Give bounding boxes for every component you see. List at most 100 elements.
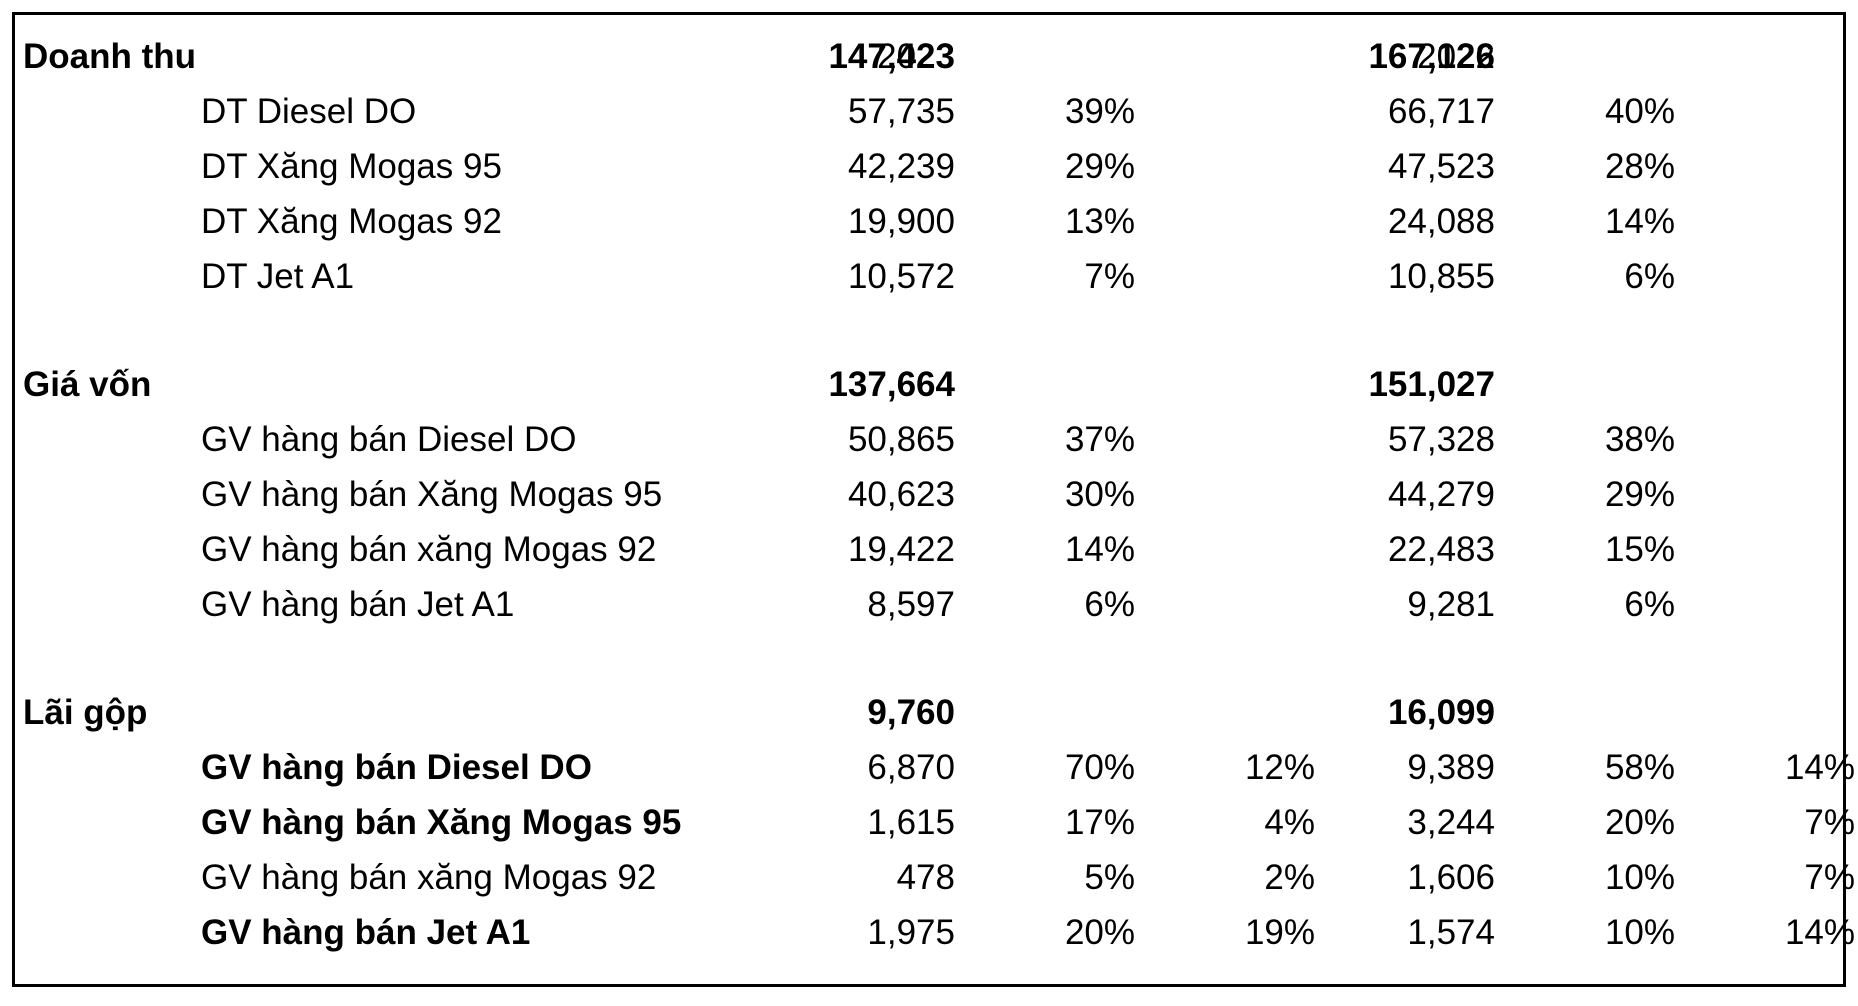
value-2022: 47,523 [1387, 147, 1495, 186]
share-2022: 29% [1604, 475, 1675, 514]
financial-table: 2023 2022 Doanh thu 147,423 167,126 DT Dies… [12, 12, 1855, 987]
value-2022: 44,279 [1387, 475, 1495, 514]
margin-2022 [1695, 468, 1855, 522]
value-2022: 10,855 [1387, 257, 1495, 296]
table-row: Doanh thu 147,423 167,126 [15, 30, 1843, 84]
share-2023: 29% [1064, 147, 1135, 186]
table-row: GV hàng bán xăng Mogas 92 19,422 14% 22,483… [15, 523, 1843, 577]
row-label: DT Diesel DO [201, 92, 417, 131]
value-2022: 1,574 [1407, 913, 1495, 952]
margin-2022: 14% [1784, 748, 1855, 787]
value-2022: 57,328 [1387, 420, 1495, 459]
margin-2022 [1695, 30, 1855, 84]
share-2022: 6% [1624, 257, 1675, 296]
value-2023: 57,735 [847, 92, 955, 131]
value-2022: 16,099 [1387, 693, 1495, 732]
value-2023: 1,975 [867, 913, 955, 952]
table-row: GV hàng bán Diesel DO 6,870 70% 12% 9,389 58%… [15, 741, 1855, 795]
share-2023 [975, 358, 1135, 412]
row-label: DT Jet A1 [201, 257, 355, 296]
share-2022: 14% [1604, 202, 1675, 241]
share-2023: 20% [1064, 913, 1135, 952]
table-row: GV hàng bán Jet A1 1,975 20% 19% 1,574 10% 14% [15, 906, 1855, 960]
value-2023: 19,900 [847, 202, 955, 241]
margin-2022 [1695, 523, 1855, 577]
share-2022: 15% [1604, 530, 1675, 569]
value-2022: 24,088 [1387, 202, 1495, 241]
share-2023: 39% [1064, 92, 1135, 131]
margin-2022 [1695, 358, 1855, 412]
share-2023: 37% [1064, 420, 1135, 459]
share-2022: 28% [1604, 147, 1675, 186]
value-2023: 10,572 [847, 257, 955, 296]
value-2023: 8,597 [867, 585, 955, 624]
table-row: GV hàng bán Jet A1 8,597 6% 9,281 6% [15, 578, 1843, 632]
margin-2022 [1695, 578, 1855, 632]
margin-2022 [1695, 85, 1855, 139]
table-row: DT Xăng Mogas 92 19,900 13% 24,088 14% [15, 195, 1843, 249]
row-label: Lãi gộp [23, 693, 148, 732]
margin-2022: 14% [1784, 913, 1855, 952]
row-label: DT Xăng Mogas 95 [201, 147, 502, 186]
value-2023: 40,623 [847, 475, 955, 514]
value-2022: 3,244 [1407, 803, 1495, 842]
value-2023: 50,865 [847, 420, 955, 459]
year-2023-header: 2023 [877, 37, 955, 76]
share-2023 [975, 30, 1135, 84]
value-2022: 9,281 [1407, 585, 1495, 624]
value-2023: 9,760 [867, 693, 955, 732]
share-2022: 38% [1604, 420, 1675, 459]
table-row: Giá vốn 137,664 151,027 [15, 358, 1843, 412]
value-2022: 151,027 [1368, 365, 1495, 404]
margin-2023: 12% [1244, 748, 1315, 787]
table-row: GV hàng bán xăng Mogas 92 478 5% 2% 1,606 10%… [15, 851, 1855, 905]
share-2023: 5% [1084, 858, 1135, 897]
value-2023: 137,664 [828, 365, 955, 404]
margin-2022 [1695, 250, 1855, 304]
row-label: GV hàng bán Diesel DO [201, 748, 592, 787]
margin-2022 [1695, 686, 1855, 740]
value-2023: 6,870 [867, 748, 955, 787]
share-2022: 6% [1624, 585, 1675, 624]
margin-2023: 4% [1264, 803, 1315, 842]
row-label: Giá vốn [23, 365, 152, 404]
row-label: Doanh thu [23, 37, 197, 76]
table-row: GV hàng bán Xăng Mogas 95 1,615 17% 4% 3,244… [15, 796, 1855, 850]
year-2022-header: 2022 [1417, 37, 1495, 76]
value-2023: 1,615 [867, 803, 955, 842]
row-label: GV hàng bán Xăng Mogas 95 [201, 803, 682, 842]
row-label: GV hàng bán xăng Mogas 92 [201, 530, 657, 569]
row-label: GV hàng bán Diesel DO [201, 420, 577, 459]
row-label: DT Xăng Mogas 92 [201, 202, 502, 241]
share-2023 [975, 686, 1135, 740]
value-2023: 147,423 [828, 37, 955, 76]
table-row: GV hàng bán Xăng Mogas 95 40,623 30% 44,279… [15, 468, 1843, 522]
share-2023: 6% [1084, 585, 1135, 624]
margin-2022 [1695, 140, 1855, 194]
table-row: DT Diesel DO 57,735 39% 66,717 40% [15, 85, 1843, 139]
table-row: GV hàng bán Diesel DO 50,865 37% 57,328 38% [15, 413, 1843, 467]
value-2022: 22,483 [1387, 530, 1495, 569]
share-2022: 58% [1604, 748, 1675, 787]
share-2023: 70% [1064, 748, 1135, 787]
share-2023: 13% [1064, 202, 1135, 241]
share-2023: 30% [1064, 475, 1135, 514]
share-2022: 20% [1604, 803, 1675, 842]
row-label: GV hàng bán Jet A1 [201, 585, 515, 624]
share-2022: 10% [1604, 913, 1675, 952]
share-2022: 10% [1604, 858, 1675, 897]
value-2022: 9,389 [1407, 748, 1495, 787]
row-label: GV hàng bán Jet A1 [201, 913, 531, 952]
margin-2022: 7% [1804, 803, 1855, 842]
row-label: GV hàng bán xăng Mogas 92 [201, 858, 657, 897]
share-2022 [1515, 358, 1675, 412]
share-2022: 40% [1604, 92, 1675, 131]
value-2022: 1,606 [1407, 858, 1495, 897]
share-2022 [1515, 686, 1675, 740]
margin-2022 [1695, 413, 1855, 467]
value-2022: 167,126 [1368, 37, 1495, 76]
margin-2022: 7% [1804, 858, 1855, 897]
margin-2023: 19% [1244, 913, 1315, 952]
margin-2022 [1695, 195, 1855, 249]
share-2022 [1515, 30, 1675, 84]
